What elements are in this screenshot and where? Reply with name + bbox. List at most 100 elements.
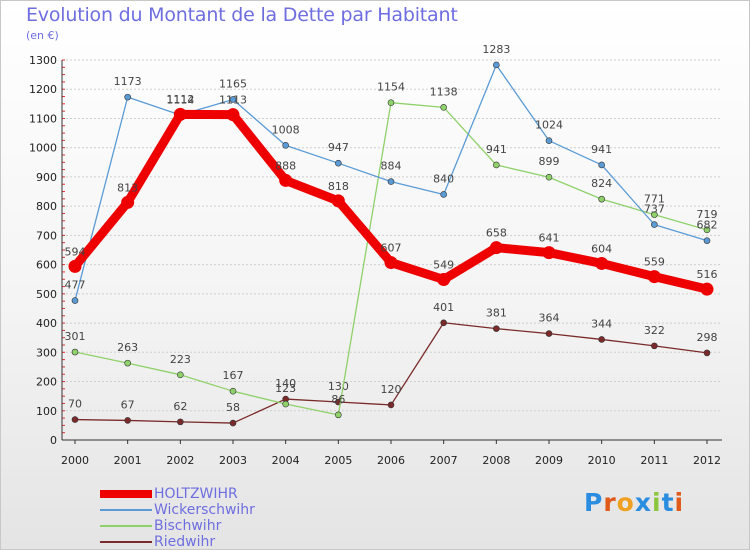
data-label-holtzwihr: 1114 <box>166 93 194 106</box>
y-tick-label: 900 <box>36 171 57 184</box>
data-label-holtzwihr: 813 <box>117 181 138 194</box>
legend-swatch <box>100 525 152 527</box>
data-label-riedwihr: 120 <box>381 383 402 396</box>
x-tick-label: 2005 <box>324 454 352 467</box>
data-label-wickerschwihr: 1165 <box>219 77 247 90</box>
data-label-holtzwihr: 1113 <box>219 94 247 107</box>
data-label-holtzwihr: 818 <box>328 180 349 193</box>
data-label-riedwihr: 67 <box>121 398 135 411</box>
data-point-holtzwihr <box>542 246 556 260</box>
data-label-wickerschwihr: 884 <box>381 160 402 173</box>
data-label-wickerschwihr: 947 <box>328 141 349 154</box>
y-tick-label: 1000 <box>29 142 57 155</box>
data-label-holtzwihr: 641 <box>539 232 560 245</box>
data-point-riedwihr <box>440 319 447 327</box>
data-point-holtzwihr <box>384 256 398 270</box>
data-point-riedwihr <box>651 342 658 350</box>
logo-letter: r <box>603 488 617 517</box>
data-label-holtzwihr: 888 <box>275 159 296 172</box>
data-point-bischwihr <box>545 173 553 181</box>
x-tick-label: 2011 <box>640 454 668 467</box>
data-label-wickerschwihr: 840 <box>433 172 454 185</box>
data-point-bischwihr <box>651 211 658 218</box>
data-label-riedwihr: 62 <box>173 400 187 413</box>
data-point-bischwihr <box>598 195 605 203</box>
logo-letter: t <box>661 488 675 517</box>
data-point-riedwihr <box>177 418 184 426</box>
x-tick-label: 2001 <box>114 454 142 467</box>
data-label-wickerschwihr: 1112 <box>166 93 194 106</box>
data-point-holtzwihr <box>279 173 293 187</box>
data-point-wickerschwihr <box>493 61 500 69</box>
x-tick-label: 2010 <box>588 454 616 467</box>
data-point-holtzwihr <box>331 194 345 208</box>
data-point-wickerschwihr <box>229 96 237 103</box>
legend-label: Wickerschwihr <box>154 502 255 518</box>
data-point-bischwihr <box>124 359 131 367</box>
y-tick-label: 1200 <box>29 83 57 96</box>
x-tick-label: 2012 <box>693 454 721 467</box>
data-point-holtzwihr <box>173 107 187 121</box>
chart-title: Evolution du Montant de la Dette par Hab… <box>26 4 458 26</box>
data-label-wickerschwihr: 1008 <box>272 123 300 136</box>
data-label-holtzwihr: 559 <box>644 256 665 269</box>
data-point-holtzwihr <box>226 108 240 122</box>
data-label-bischwihr: 301 <box>65 330 86 343</box>
legend-label: HOLTZWIHR <box>154 486 238 502</box>
y-tick-label: 200 <box>36 376 57 389</box>
y-tick-label: 700 <box>36 229 57 242</box>
legend-swatch <box>100 490 152 498</box>
data-label-wickerschwihr: 477 <box>65 279 86 292</box>
data-label-holtzwihr: 607 <box>381 242 402 255</box>
data-label-wickerschwihr: 737 <box>644 203 665 216</box>
data-point-wickerschwihr <box>71 297 79 304</box>
data-label-bischwihr: 719 <box>697 208 718 221</box>
data-label-wickerschwihr: 941 <box>591 143 612 156</box>
x-tick-label: 2003 <box>219 454 247 467</box>
data-point-bischwihr <box>229 387 237 395</box>
data-point-holtzwihr <box>700 282 714 296</box>
y-tick-label: 1300 <box>29 54 57 67</box>
data-point-riedwihr <box>387 401 395 409</box>
data-label-wickerschwihr: 682 <box>697 219 718 232</box>
legend-item: Riedwihr <box>100 534 360 550</box>
y-tick-label: 100 <box>36 405 57 418</box>
data-point-wickerschwihr <box>545 137 553 144</box>
logo-letter: o <box>616 488 635 517</box>
x-tick-label: 2008 <box>482 454 510 467</box>
data-point-riedwihr <box>124 417 131 424</box>
data-label-wickerschwihr: 1173 <box>114 75 142 88</box>
y-tick-label: 600 <box>36 259 57 272</box>
legend: HOLTZWIHR Wickerschwihr Bischwihr Riedwihr <box>100 486 360 550</box>
proxiti-logo: Proxiti <box>584 488 684 517</box>
y-tick-label: 800 <box>36 200 57 213</box>
data-label-riedwihr: 58 <box>226 401 240 414</box>
data-label-bischwihr: 223 <box>170 353 191 366</box>
x-tick-label: 2002 <box>166 454 194 467</box>
data-point-wickerschwihr <box>387 178 395 185</box>
data-point-bischwihr <box>282 400 289 408</box>
data-point-bischwihr <box>71 348 79 356</box>
data-point-bischwihr <box>440 104 447 111</box>
data-label-riedwihr: 140 <box>275 377 296 390</box>
logo-letter: P <box>584 488 604 517</box>
data-point-bischwihr <box>177 371 184 379</box>
logo-letter: x <box>634 488 652 517</box>
data-point-holtzwihr <box>68 259 82 273</box>
data-point-riedwihr <box>229 419 237 427</box>
data-label-riedwihr: 322 <box>644 324 665 337</box>
data-label-riedwihr: 364 <box>539 312 560 325</box>
y-tick-label: 400 <box>36 317 57 330</box>
y-tick-label: 500 <box>36 288 57 301</box>
data-label-riedwihr: 401 <box>433 301 454 314</box>
legend-label: Riedwihr <box>154 534 216 550</box>
logo-letter: i <box>674 488 685 517</box>
data-point-wickerschwihr <box>335 159 342 167</box>
legend-swatch <box>100 541 152 543</box>
data-label-bischwihr: 824 <box>591 177 612 190</box>
data-point-wickerschwihr <box>598 161 605 169</box>
data-label-wickerschwihr: 1283 <box>482 43 510 56</box>
logo-letter: i <box>652 488 662 517</box>
x-tick-label: 2007 <box>430 454 458 467</box>
